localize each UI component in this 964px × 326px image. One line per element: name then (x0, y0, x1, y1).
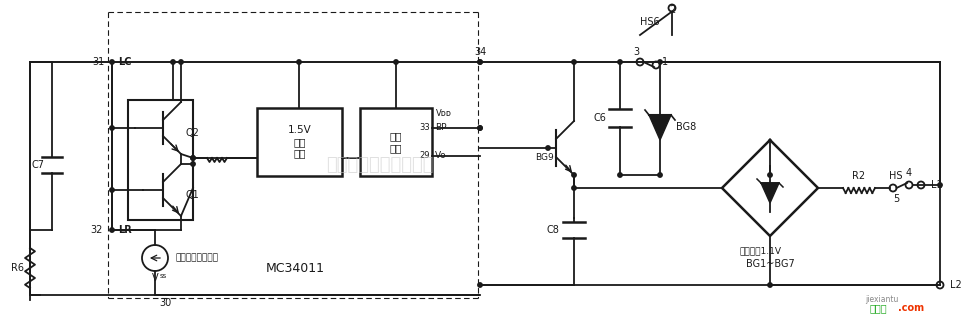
Circle shape (618, 173, 622, 177)
Circle shape (394, 60, 398, 64)
Polygon shape (761, 183, 779, 203)
Text: Q1: Q1 (185, 190, 199, 200)
Text: L1: L1 (931, 180, 943, 190)
Text: BG8: BG8 (676, 122, 696, 132)
Circle shape (657, 60, 662, 64)
Text: BP: BP (435, 124, 446, 132)
Text: 32: 32 (91, 225, 103, 235)
Circle shape (478, 283, 482, 287)
Circle shape (668, 5, 676, 11)
Circle shape (572, 60, 576, 64)
Text: R6: R6 (11, 263, 23, 273)
Bar (257, 108, 342, 176)
Circle shape (767, 173, 772, 177)
Text: 稳压数出1.1V: 稳压数出1.1V (739, 246, 781, 256)
Circle shape (191, 156, 195, 160)
Circle shape (618, 60, 622, 64)
Text: C8: C8 (547, 225, 559, 235)
Text: LR: LR (118, 225, 132, 235)
Circle shape (636, 58, 644, 66)
Circle shape (918, 182, 924, 188)
Text: 5: 5 (893, 194, 899, 204)
Circle shape (653, 62, 659, 68)
Circle shape (572, 186, 576, 190)
Text: 30: 30 (159, 298, 172, 308)
Text: 33: 33 (419, 123, 430, 131)
Text: HS6: HS6 (640, 17, 659, 27)
Circle shape (546, 146, 550, 150)
Circle shape (110, 60, 114, 64)
Text: 4: 4 (906, 168, 912, 178)
Text: 2: 2 (669, 5, 675, 15)
Bar (128, 100, 193, 220)
Text: Vᴅᴅ: Vᴅᴅ (436, 109, 452, 117)
Text: Q2: Q2 (185, 128, 199, 138)
Text: 3: 3 (633, 47, 639, 57)
Text: .com: .com (898, 303, 924, 313)
Circle shape (110, 188, 114, 192)
Circle shape (657, 173, 662, 177)
Text: HS: HS (889, 171, 902, 181)
Circle shape (938, 183, 942, 187)
Text: R2: R2 (852, 171, 866, 181)
Text: BG1~BG7: BG1~BG7 (745, 259, 794, 269)
Bar (360, 108, 432, 176)
Text: MC34011: MC34011 (265, 261, 325, 274)
Text: C7: C7 (32, 160, 44, 170)
Polygon shape (649, 115, 671, 140)
Text: V: V (151, 273, 158, 283)
Circle shape (905, 182, 913, 188)
Text: 1: 1 (662, 57, 668, 67)
Circle shape (178, 60, 183, 64)
Text: 电压
调整: 电压 调整 (389, 131, 402, 153)
Circle shape (171, 60, 175, 64)
Circle shape (572, 173, 576, 177)
Circle shape (478, 126, 482, 130)
Circle shape (297, 60, 301, 64)
Text: （从拨号电路来）: （从拨号电路来） (175, 254, 218, 262)
Circle shape (191, 156, 195, 160)
Text: jiexiantu: jiexiantu (866, 295, 898, 304)
Circle shape (890, 185, 897, 191)
Text: C6: C6 (593, 113, 606, 123)
Circle shape (142, 245, 168, 271)
Text: 接线图: 接线图 (870, 303, 888, 313)
Circle shape (478, 60, 482, 64)
Text: BG9: BG9 (535, 154, 554, 162)
Circle shape (191, 162, 195, 166)
Text: Vᴏ: Vᴏ (435, 152, 446, 160)
Circle shape (110, 228, 114, 232)
Text: 1.5V
电平
移动: 1.5V 电平 移动 (287, 126, 311, 159)
Text: 29: 29 (419, 151, 430, 159)
Text: L2: L2 (950, 280, 962, 290)
Circle shape (478, 126, 482, 130)
Circle shape (110, 126, 114, 130)
Circle shape (478, 60, 482, 64)
Text: 杭州将睿科技有限公司: 杭州将睿科技有限公司 (326, 156, 434, 174)
Text: 31: 31 (93, 57, 105, 67)
Text: ss: ss (160, 273, 167, 279)
Circle shape (767, 283, 772, 287)
Circle shape (936, 281, 944, 289)
Text: 34: 34 (474, 47, 486, 57)
Text: LC: LC (118, 57, 131, 67)
